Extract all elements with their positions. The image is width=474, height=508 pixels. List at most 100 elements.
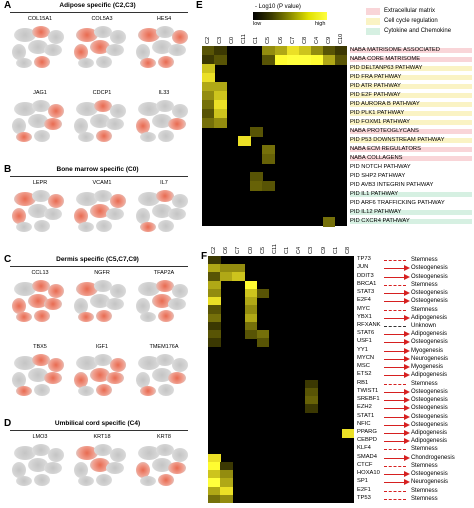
fate-arrow-head [404, 471, 410, 478]
heatmap-row-label: MSC [357, 363, 370, 370]
tsne-cluster [90, 204, 110, 218]
heatmap-row-label: TWIST1 [357, 387, 379, 394]
heatmap-row-label: YY1 [357, 346, 368, 353]
tsne-plot [8, 442, 68, 488]
heatmap-cell [244, 313, 258, 323]
heatmap-cell [341, 428, 355, 438]
fate-arrow [384, 400, 406, 402]
tsne-cluster [152, 368, 172, 382]
heatmap-cell [298, 46, 312, 56]
fate-arrow-head [404, 405, 410, 412]
heatmap-row-label: PID PLK1 PATHWAY [350, 110, 472, 117]
tsne-cluster [156, 444, 174, 456]
tsne-cluster [76, 446, 98, 460]
tsne-plot [70, 24, 130, 70]
fate-arrow-head [404, 265, 410, 272]
fate-arrow [384, 441, 406, 443]
heatmap-cell [208, 288, 221, 298]
tsne-cluster [158, 474, 174, 486]
heatmap-row-label: PPARG [357, 429, 377, 436]
fate-arrow-head [404, 430, 410, 437]
tsne-cluster [140, 312, 156, 322]
heatmap-cell [202, 91, 215, 101]
heatmap-column-label: C5 [265, 36, 272, 44]
tsne-cluster [32, 100, 50, 112]
heatmap-row-label: PID IL1 PATHWAY [350, 191, 472, 198]
tsne-cluster [78, 386, 94, 396]
tsne-cluster [110, 358, 126, 372]
heatmap-cell [208, 453, 221, 463]
fate-arrow-head [404, 331, 410, 338]
heatmap-row-label: EZH2 [357, 404, 372, 411]
tsne-cluster [94, 280, 112, 292]
heatmap-row-label: JUN [357, 264, 369, 271]
heatmap-cell [334, 46, 348, 56]
tsne-cluster [152, 294, 172, 308]
heatmap-cell [208, 313, 221, 323]
heatmap-cell [208, 470, 221, 479]
heatmap-row-label: RB1 [357, 379, 369, 386]
fate-arrow [384, 498, 406, 500]
tsne-cluster [140, 58, 156, 68]
tsne-cluster [168, 298, 186, 310]
heatmap-cell [220, 486, 233, 496]
heatmap-cell [244, 330, 258, 339]
heatmap-cell [202, 46, 215, 56]
heatmap-cell [310, 46, 324, 56]
heatmap-cell [220, 494, 233, 504]
tsne-cluster [34, 474, 50, 486]
heatmap-cell [208, 494, 221, 504]
fate-arrow [384, 325, 406, 327]
heatmap-cell [214, 82, 227, 92]
heatmap-cell [202, 100, 215, 110]
tsne-cluster [48, 358, 64, 372]
fate-label: Osteogenesis [411, 397, 448, 404]
tsne-cluster [90, 368, 110, 382]
fate-arrow [384, 474, 406, 476]
fate-arrow-head [404, 298, 410, 305]
tsne-cluster [106, 372, 124, 384]
heatmap-row-label: SMAD4 [357, 453, 377, 460]
panel-a-rule [10, 12, 188, 13]
heatmap-column-label: C4 [296, 246, 303, 254]
tsne-cluster [12, 372, 26, 388]
gene-label: CDCP1 [92, 90, 112, 96]
tsne-cluster [138, 356, 160, 370]
heatmap-row-label: NABA PROTEOGLYCANS [350, 128, 472, 135]
tsne-plot [70, 352, 130, 398]
heatmap-cell [214, 91, 227, 101]
tsne-cluster [90, 294, 110, 308]
heatmap-cell [202, 118, 215, 128]
tsne-cluster [34, 220, 50, 232]
fate-arrow-head [404, 438, 410, 445]
tsne-cluster [172, 104, 188, 118]
heatmap-column-label: C11 [241, 34, 248, 44]
tsne-cluster [44, 372, 62, 384]
heatmap-column-label: C0 [247, 246, 254, 254]
tsne-cluster [110, 448, 126, 462]
tsne-cluster [48, 194, 64, 208]
tsne-cluster [44, 208, 62, 220]
tsne-cluster [94, 26, 112, 38]
heatmap-cell [220, 478, 233, 488]
panel-label-c: C [4, 254, 12, 265]
heatmap-cell [305, 404, 318, 413]
heatmap-row-label: SP1 [357, 478, 368, 485]
tsne-cluster [78, 476, 94, 486]
heatmap-cell [256, 338, 270, 348]
heatmap-cell [250, 181, 263, 191]
heatmap-row-label: STAT1 [357, 412, 375, 419]
gene-label: COL5A3 [91, 16, 113, 22]
heatmap-row-label: PID CXCR4 PATHWAY [350, 218, 472, 225]
tsne-plot [132, 442, 192, 488]
heatmap-column-label: C9 [320, 246, 327, 254]
tsne-plot [8, 188, 68, 234]
heatmap-cell [208, 321, 221, 331]
tsne-cluster [96, 56, 112, 68]
gene-label: IL7 [160, 180, 168, 186]
fate-label: Adipogenesis [411, 430, 448, 437]
panel-d-rule [10, 430, 188, 431]
tsne-cluster [110, 104, 126, 118]
heatmap-column-label: C3 [217, 36, 224, 44]
legend-e-title: - Log10 (P value) [255, 4, 301, 10]
